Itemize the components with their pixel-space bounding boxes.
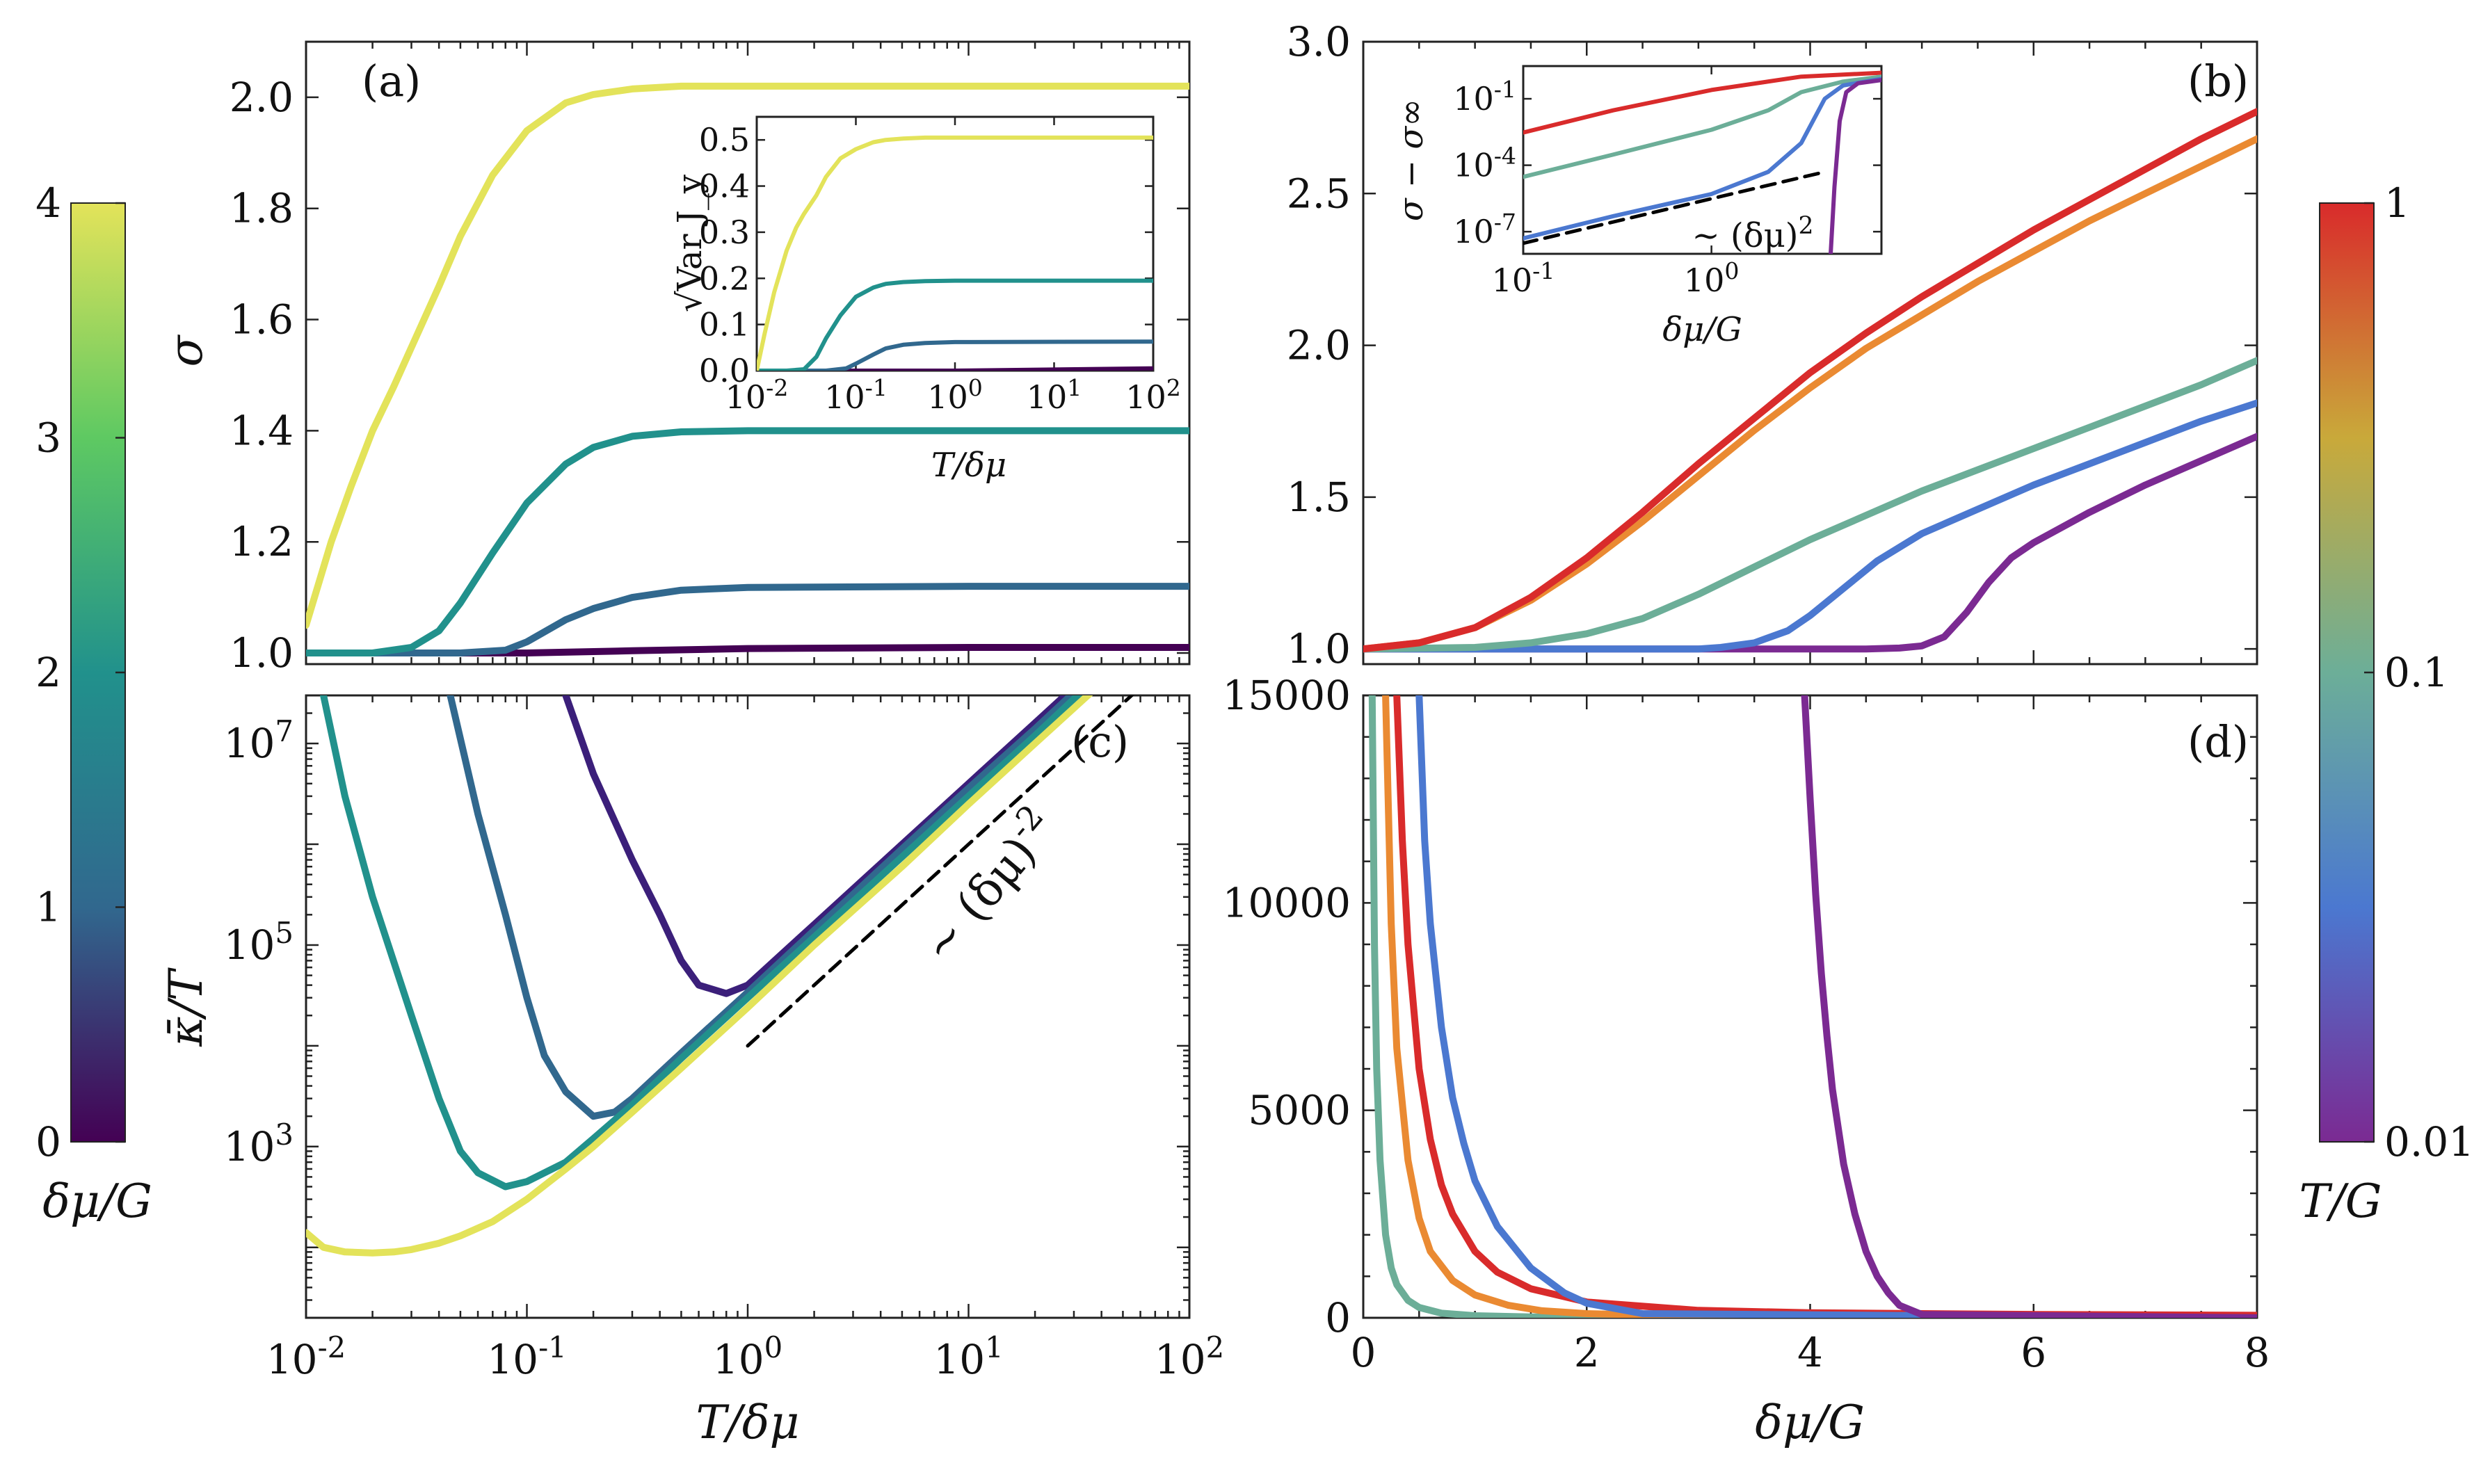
colorbar-left-tick-2: 2 (35, 649, 61, 696)
panel-a-inset-xtick-0: 10-2 (725, 374, 789, 416)
colorbar-right-tick-2: 1 (2384, 179, 2410, 227)
panel-d-series-3 (1415, 695, 2257, 1318)
panel-c-series-1 (447, 695, 1076, 1120)
panel-a-series-3 (306, 82, 1189, 629)
panel-a-ytick-0: 1.0 (230, 629, 294, 677)
panel-b-label: (b) (2187, 56, 2249, 106)
panel-d-xtick-4: 8 (2245, 1329, 2270, 1376)
panel-a-ytick-1: 1.2 (230, 518, 294, 565)
panel-b-ytick-2: 2.0 (1287, 322, 1351, 369)
panel-c-xtick-2: 100 (713, 1330, 782, 1383)
panel-b-inset-annotation: ~ (δμ)2 (1692, 212, 1813, 255)
panel-b-inset-series-4 (1523, 170, 1826, 245)
panel-a-inset-series-1 (757, 339, 1153, 371)
panel-a-inset-series-2 (757, 278, 1153, 371)
panel-b-ytick-0: 1.0 (1287, 625, 1351, 672)
panel-b-inset-frame (1522, 65, 1883, 255)
panel-a-inset-ytick-0: 0.0 (699, 352, 750, 389)
panel-a-ytick-4: 1.8 (230, 185, 294, 232)
panel-a-ytick-3: 1.6 (230, 296, 294, 344)
panel-d-label: (d) (2187, 716, 2249, 767)
panel-d-series-1 (1382, 695, 2257, 1318)
panel-b-series-4 (1363, 108, 2257, 653)
panel-b-inset-ytick-0: 10-7 (1453, 209, 1516, 250)
panel-c-xtick-4: 102 (1155, 1330, 1224, 1383)
panel-d-ytick-1: 5000 (1248, 1087, 1351, 1134)
panel-b-series-2 (1363, 357, 2257, 653)
panel-a-inset-ytick-4: 0.4 (699, 168, 750, 205)
panel-c-xlabel: T/δμ (696, 1396, 800, 1449)
panel-b-inset-series-0 (1523, 70, 1881, 135)
panel-a-inset-xlabel: T/δμ (931, 446, 1006, 485)
panel-a-inset-ytick-2: 0.2 (699, 259, 750, 297)
panel-a-inset-series-0 (757, 366, 1153, 371)
panel-d-xlabel: δμ/G (1755, 1396, 1865, 1449)
panel-c-ytick-2: 107 (224, 714, 294, 767)
panel-a-series-1 (306, 583, 1189, 656)
panel-b-inset-ylabel: σ − σ∞ (1392, 99, 1431, 221)
panel-a-inset-xtick-1: 10-1 (824, 374, 888, 416)
colorbar-left-label: δμ/G (42, 1175, 152, 1228)
colorbar-left: 0 1 2 3 4 δμ/G (35, 179, 152, 1228)
panel-c-series-4 (746, 695, 1134, 1048)
panel-c-ytick-0: 103 (224, 1118, 294, 1170)
panel-b-inset-series-3 (1829, 78, 1881, 254)
panel-a-inset-xtick-2: 100 (927, 374, 983, 416)
panel-a-ytick-5: 2.0 (230, 74, 294, 121)
panel-a-series-2 (306, 427, 1189, 656)
panel-b-series-0 (1363, 433, 2257, 653)
panel-b-inset-ytick-2: 10-1 (1453, 76, 1516, 118)
panel-a-inset-ytick-1: 0.1 (699, 306, 750, 344)
panel-c-label: (c) (1071, 716, 1129, 767)
colorbar-right-tick-0: 0.01 (2384, 1118, 2474, 1166)
panel-d-xtick-2: 4 (1797, 1329, 1823, 1376)
panel-a-label: (a) (362, 56, 421, 106)
panel-a: 1.0 1.2 1.4 1.6 1.8 2.0 (a) σ 0.0 0.1 0.2 0.3 0.4 0.5… (159, 40, 1191, 677)
panel-a-inset-xtick-3: 101 (1027, 374, 1082, 416)
panel-c-xtick-0: 10-2 (266, 1330, 346, 1383)
panel-b-inset-series-2 (1523, 76, 1881, 241)
panel-d-ytick-0: 0 (1325, 1294, 1351, 1341)
colorbar-left-tick-1: 1 (35, 884, 61, 931)
panel-b-series-1 (1363, 399, 2257, 653)
panel-b-ytick-1: 1.5 (1287, 474, 1351, 521)
colorbar-left-tick-4: 4 (35, 179, 61, 227)
colorbar-left-tick-0: 0 (35, 1118, 61, 1166)
panel-a-inset-ylabel: √Var J_y (671, 175, 709, 312)
panel-d-xtick-0: 0 (1351, 1329, 1376, 1376)
panel-d-series-4 (1801, 695, 2257, 1318)
panel-d-xtick-1: 2 (1574, 1329, 1600, 1376)
colorbar-right: 0.01 0.1 1 T/G (2299, 179, 2475, 1228)
panel-d-ytick-3: 15000 (1222, 672, 1351, 719)
panel-b-inset-xlabel: δμ/G (1662, 310, 1742, 349)
panel-b-inset-xtick-0: 10-1 (1492, 257, 1555, 299)
panel-a-inset-ytick-5: 0.5 (699, 121, 750, 159)
panel-a-ytick-2: 1.4 (230, 407, 294, 454)
panel-a-ylabel: σ (159, 334, 213, 367)
panel-c-xtick-3: 101 (933, 1330, 1003, 1383)
panel-c-ytick-1: 105 (224, 916, 294, 969)
panel-c-series-3 (306, 695, 1093, 1257)
panel-d-ytick-2: 10000 (1222, 879, 1351, 926)
panel-b-inset-series-1 (1523, 74, 1881, 179)
panel-a-inset-xtick-4: 102 (1125, 374, 1181, 416)
colorbar-right-label: T/G (2299, 1175, 2382, 1228)
panel-b-inset-ytick-1: 10-4 (1453, 142, 1516, 184)
panel-d: 0 5000 10000 15000 0 2 4 6 8 (d) δμ/G (1222, 672, 2270, 1449)
panel-c-series-2 (320, 695, 1083, 1191)
panel-a-inset-ytick-3: 0.3 (699, 213, 750, 251)
panel-a-inset-series-3 (757, 135, 1153, 371)
panel-b: 1.0 1.5 2.0 2.5 3.0 (b) 10-7 10-4 10-1 10-1 100~ (… (1287, 18, 2258, 672)
panel-c-xtick-1: 10-1 (487, 1330, 566, 1383)
panel-b-ytick-4: 3.0 (1287, 18, 1351, 65)
panel-d-series-0 (1368, 695, 2257, 1318)
panel-b-ytick-3: 2.5 (1287, 170, 1351, 217)
colorbar-left-tick-3: 3 (35, 414, 61, 462)
colorbar-right-tick-1: 0.1 (2384, 649, 2448, 696)
panel-b-inset-xtick-1: 100 (1684, 257, 1740, 299)
panel-d-xtick-3: 6 (2021, 1329, 2046, 1376)
panel-c-ylabel: κ̄/T (159, 967, 213, 1047)
